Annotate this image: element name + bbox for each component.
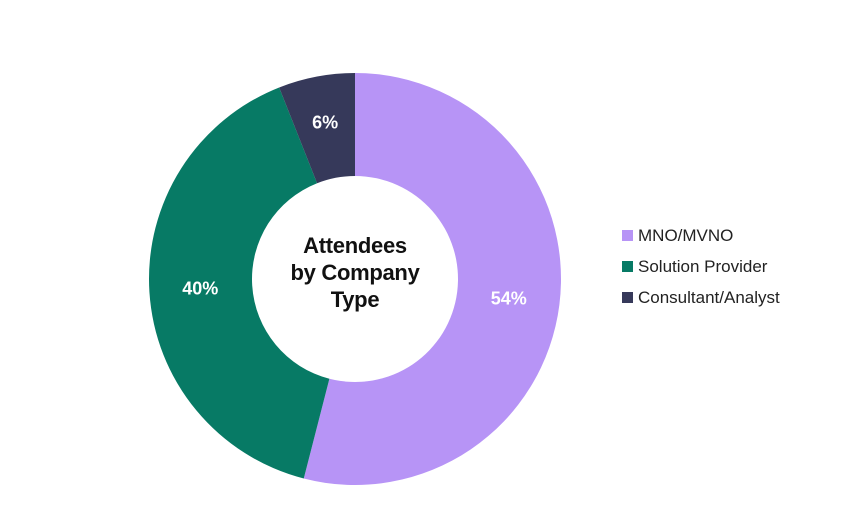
legend: MNO/MVNO Solution Provider Consultant/An… [622, 220, 780, 313]
legend-swatch-mno-mvno [622, 230, 633, 241]
legend-label-consultant-analyst: Consultant/Analyst [638, 287, 780, 307]
legend-item-mno-mvno[interactable]: MNO/MVNO [622, 220, 780, 251]
slice-label-consultant-analyst: 6% [312, 112, 338, 132]
slice-mno-mvno[interactable] [303, 73, 562, 486]
donut-slices [149, 73, 562, 486]
legend-item-consultant-analyst[interactable]: Consultant/Analyst [622, 282, 780, 313]
slice-labels: 54% 40% 6% [182, 112, 527, 308]
slice-label-solution-provider: 40% [182, 279, 218, 299]
slice-solution-provider[interactable] [149, 87, 330, 479]
legend-swatch-solution-provider [622, 261, 633, 272]
legend-label-mno-mvno: MNO/MVNO [638, 225, 734, 245]
chart-title-line-2: by Company [290, 260, 420, 285]
slice-label-mno-mvno: 54% [491, 288, 527, 308]
chart-title: Attendees by Company Type [255, 232, 455, 313]
legend-swatch-consultant-analyst [622, 292, 633, 303]
legend-label-solution-provider: Solution Provider [638, 256, 768, 276]
slice-consultant-analyst[interactable] [279, 73, 355, 184]
chart-title-line-3: Type [330, 287, 380, 312]
chart-title-line-1: Attendees [303, 233, 407, 258]
legend-item-solution-provider[interactable]: Solution Provider [622, 251, 780, 282]
